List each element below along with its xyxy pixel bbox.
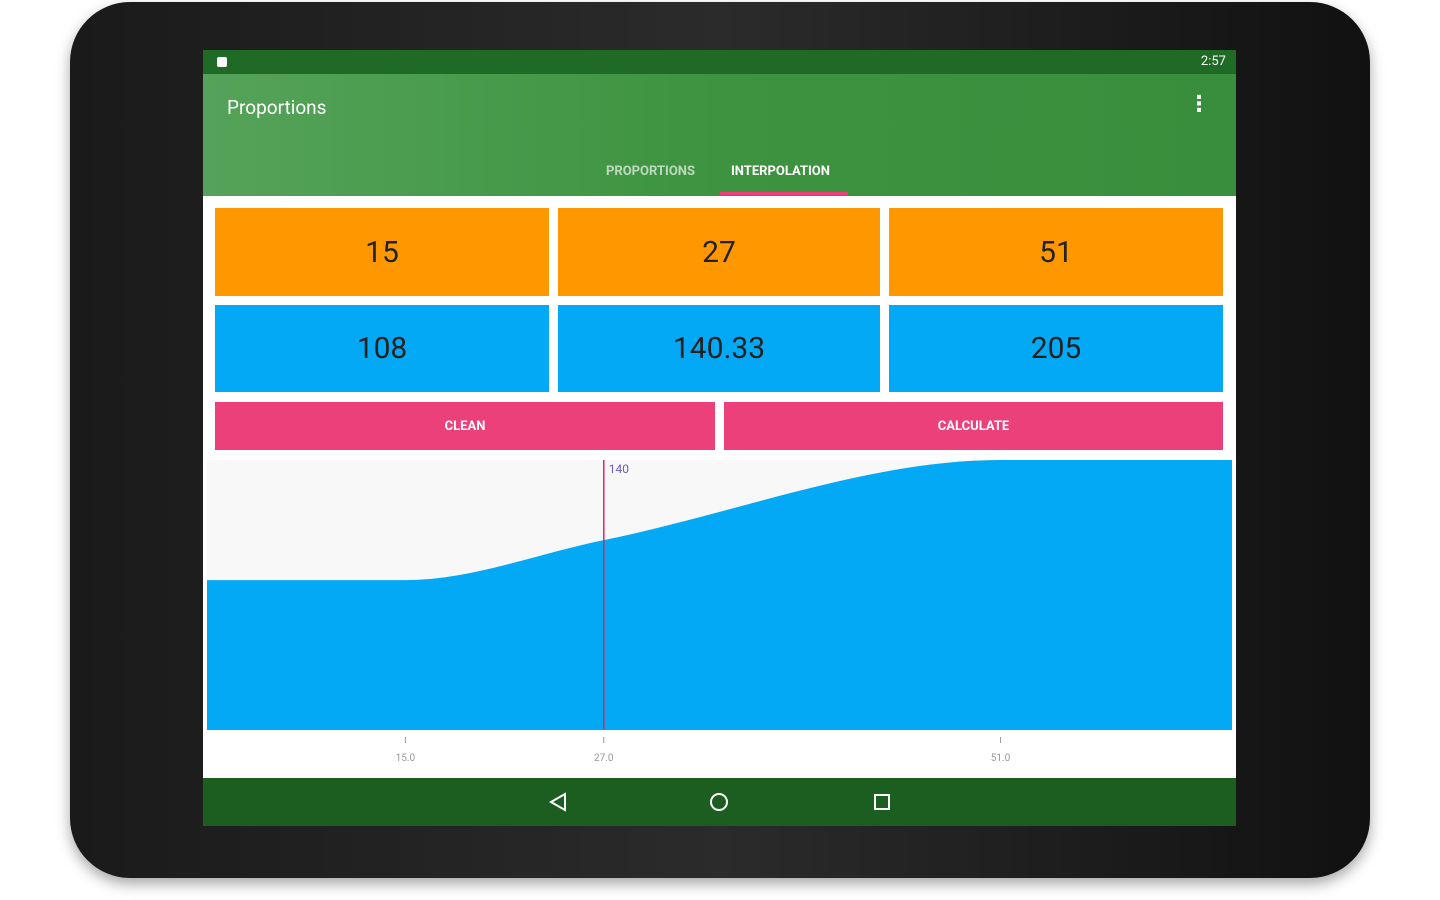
notification-icon (217, 57, 227, 67)
app-title: Proportions (227, 96, 327, 119)
recents-button[interactable] (874, 794, 890, 810)
input-x[interactable]: 27 (558, 208, 880, 296)
input-y[interactable]: 108 (215, 305, 549, 392)
input-y[interactable]: 140.33 (558, 305, 880, 392)
input-y[interactable]: 205 (889, 305, 1223, 392)
clean-button[interactable]: CLEAN (215, 402, 715, 450)
tab-indicator (720, 192, 848, 195)
tab-active[interactable]: INTERPOLATION (731, 164, 830, 179)
nav-bar (203, 778, 1236, 826)
status-time: 2:57 (1200, 54, 1226, 69)
area (207, 460, 1232, 730)
back-button[interactable] (548, 792, 566, 812)
calculate-button[interactable]: CALCULATE (724, 402, 1223, 450)
home-button[interactable] (710, 793, 728, 811)
nav-icons (548, 792, 890, 812)
tab[interactable]: PROPORTIONS (606, 164, 695, 179)
x-tick-label: 27.0 (594, 753, 614, 764)
x-tick-label: 15.0 (396, 753, 416, 764)
x-tick-label: 51.0 (991, 753, 1011, 764)
input-x[interactable]: 15 (215, 208, 549, 296)
marker-label: 140 (609, 462, 629, 476)
input-x[interactable]: 51 (889, 208, 1223, 296)
screen: 2:57 Proportions ⋮ PROPORTIONS INTERPOLA… (203, 50, 1236, 826)
status-bar: 2:57 (203, 50, 1236, 74)
overflow-menu[interactable]: ⋮ (1188, 92, 1210, 117)
app-bar: Proportions ⋮ PROPORTIONS INTERPOLATION (203, 74, 1236, 196)
